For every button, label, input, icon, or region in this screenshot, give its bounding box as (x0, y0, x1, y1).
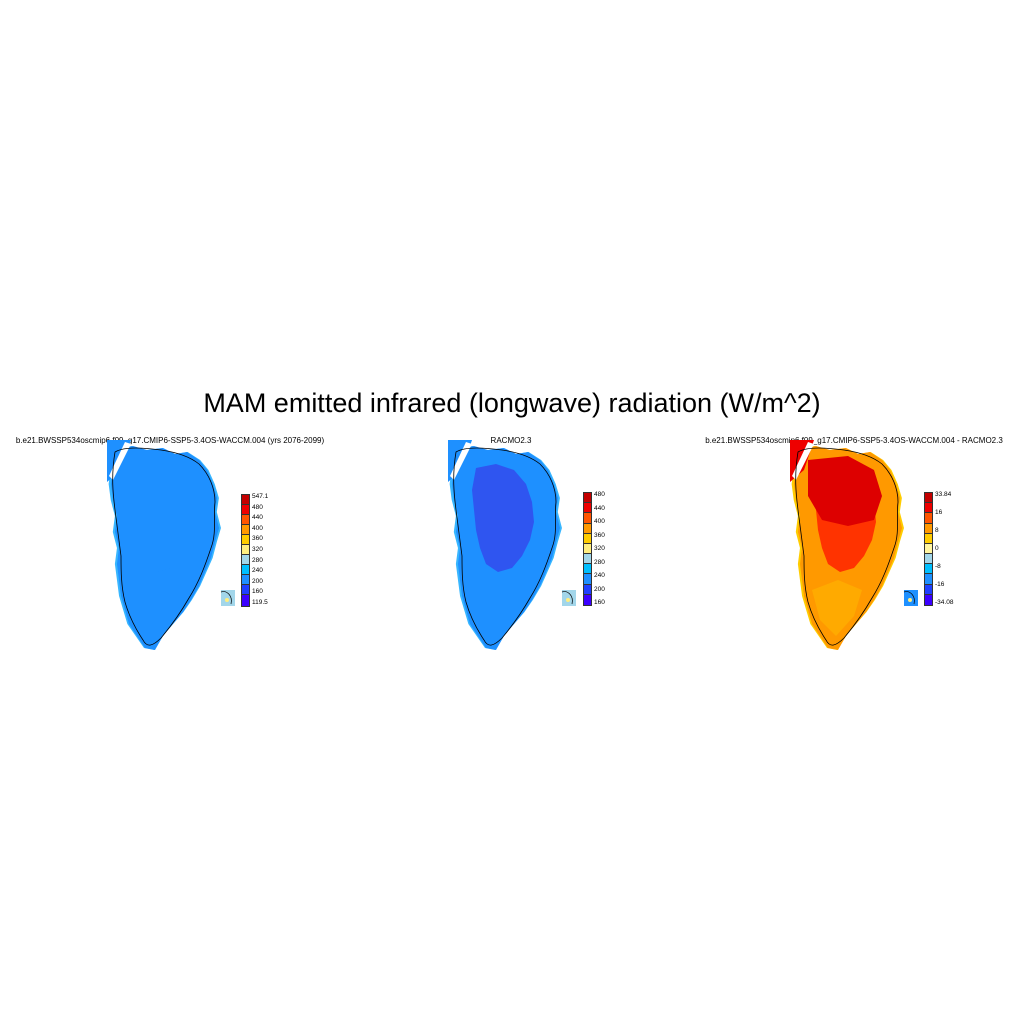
colorbar-swatch (925, 493, 932, 504)
iceland-spot (908, 598, 912, 602)
colorbar-swatch (584, 585, 591, 596)
colorbar-swatch (242, 555, 249, 566)
colorbar-swatch (584, 564, 591, 575)
colorbar-label: 280 (252, 557, 263, 565)
colorbar-swatch (925, 564, 932, 575)
colorbar-swatch (584, 534, 591, 545)
panel-2-map (436, 440, 586, 655)
colorbar-swatch (242, 585, 249, 596)
colorbar-label: 200 (594, 586, 605, 594)
colorbar-label: 119.5 (252, 599, 268, 607)
colorbar-swatch (242, 505, 249, 516)
colorbar-label: 160 (252, 588, 263, 596)
colorbar-swatch (925, 513, 932, 524)
iceland-spot (225, 598, 229, 602)
colorbar-label: 440 (594, 505, 605, 513)
colorbar-swatch (584, 574, 591, 585)
colorbar-swatch (925, 585, 932, 596)
panel-1-colorbar: 547.1 480 440 400 360 320 280 240 200 160 119.5 (242, 495, 282, 605)
colorbar-label: 440 (252, 514, 263, 522)
colorbar-label: 360 (594, 532, 605, 540)
colorbar-label: 160 (594, 599, 605, 607)
colorbar-swatch (584, 503, 591, 514)
colorbar-label: 240 (252, 567, 263, 575)
colorbar-swatch (925, 595, 932, 606)
colorbar-label: 320 (594, 545, 605, 553)
colorbar-swatch (584, 513, 591, 524)
colorbar-label: 200 (252, 578, 263, 586)
colorbar-label: 280 (594, 559, 605, 567)
figure-title: MAM emitted infrared (longwave) radiatio… (0, 386, 1024, 420)
iceland-fragment (221, 590, 235, 606)
colorbar-label: 400 (252, 525, 263, 533)
colorbar-label: 360 (252, 535, 263, 543)
colorbar-swatch (925, 524, 932, 535)
panel-3-map (778, 440, 928, 655)
colorbar-label: 320 (252, 546, 263, 554)
colorbar-swatch (925, 503, 932, 514)
colorbar-swatch (242, 525, 249, 536)
colorbar-swatch (242, 575, 249, 586)
colorbar-label: 480 (594, 491, 605, 499)
colorbar-swatch (584, 595, 591, 606)
colorbar-label: -34.08 (935, 599, 953, 607)
colorbar-label: 8 (935, 527, 939, 535)
colorbar-swatch (242, 545, 249, 556)
colorbar-swatch (584, 493, 591, 504)
colorbar-swatch (925, 554, 932, 565)
colorbar-swatch (584, 544, 591, 555)
colorbar-swatch (584, 524, 591, 535)
colorbar-label: -8 (935, 563, 941, 571)
colorbar-label: 480 (252, 504, 263, 512)
panel-2-colorbar: 480 440 400 360 320 280 240 200 160 (584, 493, 624, 605)
iceland-spot (566, 598, 570, 602)
colorbar-label: 0 (935, 545, 939, 553)
panel-3-colorbar: 33.84 16 8 0 -8 -16 -34.08 (925, 493, 975, 605)
colorbar-swatch (242, 565, 249, 576)
colorbar-label: 547.1 (252, 493, 268, 501)
colorbar-label: 240 (594, 572, 605, 580)
panel-1-map (95, 440, 245, 655)
colorbar-swatch (242, 515, 249, 526)
iceland-fragment (904, 590, 918, 606)
colorbar-label: 400 (594, 518, 605, 526)
colorbar-swatch (242, 535, 249, 546)
colorbar-swatch (242, 595, 249, 606)
colorbar-swatch (925, 534, 932, 545)
colorbar-swatch (925, 574, 932, 585)
colorbar-label: -16 (935, 581, 944, 589)
colorbar-label: 33.84 (935, 491, 951, 499)
colorbar-swatch (925, 544, 932, 555)
iceland-fragment (562, 590, 576, 606)
colorbar-swatch (242, 495, 249, 506)
colorbar-swatch (584, 554, 591, 565)
colorbar-label: 16 (935, 509, 942, 517)
